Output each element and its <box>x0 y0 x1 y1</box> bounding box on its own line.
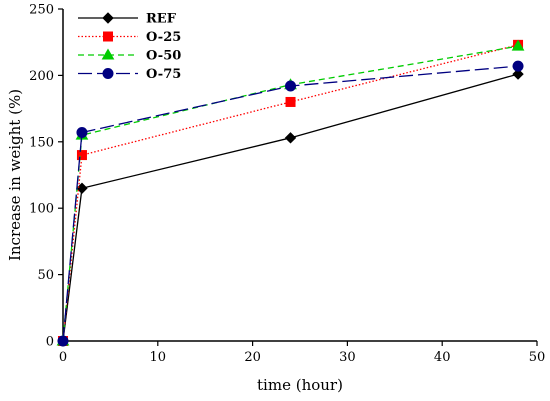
y-tick-label: 0 <box>46 335 54 350</box>
y-tick-label: 100 <box>29 202 54 217</box>
axes: 0 10 20 30 40 50 0 50 100 150 200 250 <box>29 3 545 366</box>
y-axis-title: Increase in weight (%) <box>6 89 24 261</box>
data-point-o-75 <box>285 80 297 92</box>
data-point-ref <box>512 68 524 80</box>
x-tick-label: 40 <box>434 350 451 365</box>
series-line-o-75 <box>62 65 519 342</box>
x-tick-label: 20 <box>244 350 261 365</box>
data-point-ref <box>284 132 297 144</box>
legend-marker-o-50 <box>101 48 115 60</box>
x-tick-label: 10 <box>150 350 167 365</box>
x-tick-label: 50 <box>529 350 546 365</box>
legend-label-o-25: O-25 <box>146 30 181 45</box>
legend-label-ref: REF <box>146 12 177 27</box>
data-point-o-75 <box>76 127 88 139</box>
series-line-ref <box>62 73 519 342</box>
y-tick-label: 50 <box>37 268 54 283</box>
x-tick-label: 30 <box>339 350 356 365</box>
x-axis-title: time (hour) <box>257 376 343 394</box>
legend-marker-o-25 <box>103 31 113 42</box>
legend-label-o-50: O-50 <box>146 49 181 64</box>
legend-marker-ref <box>102 12 114 24</box>
data-point-o-25 <box>285 96 296 107</box>
series-o-75 <box>57 60 524 347</box>
data-point-o-75 <box>512 60 524 72</box>
data-point-o-50 <box>511 39 525 51</box>
legend-label-o-75: O-75 <box>146 67 181 82</box>
y-tick-label: 150 <box>29 135 54 150</box>
legend: REF O-25 O-50 O-75 <box>78 12 181 82</box>
data-point-o-25 <box>76 150 87 161</box>
series-ref <box>57 68 524 347</box>
data-point-ref <box>76 182 88 194</box>
y-tick-label: 250 <box>29 3 54 18</box>
legend-marker-o-75 <box>102 68 114 79</box>
series-layer <box>56 39 525 347</box>
data-point-o-75 <box>57 335 69 347</box>
x-tick-label: 0 <box>59 350 67 365</box>
series-line-o-25 <box>62 44 519 342</box>
y-tick-label: 200 <box>29 69 54 84</box>
